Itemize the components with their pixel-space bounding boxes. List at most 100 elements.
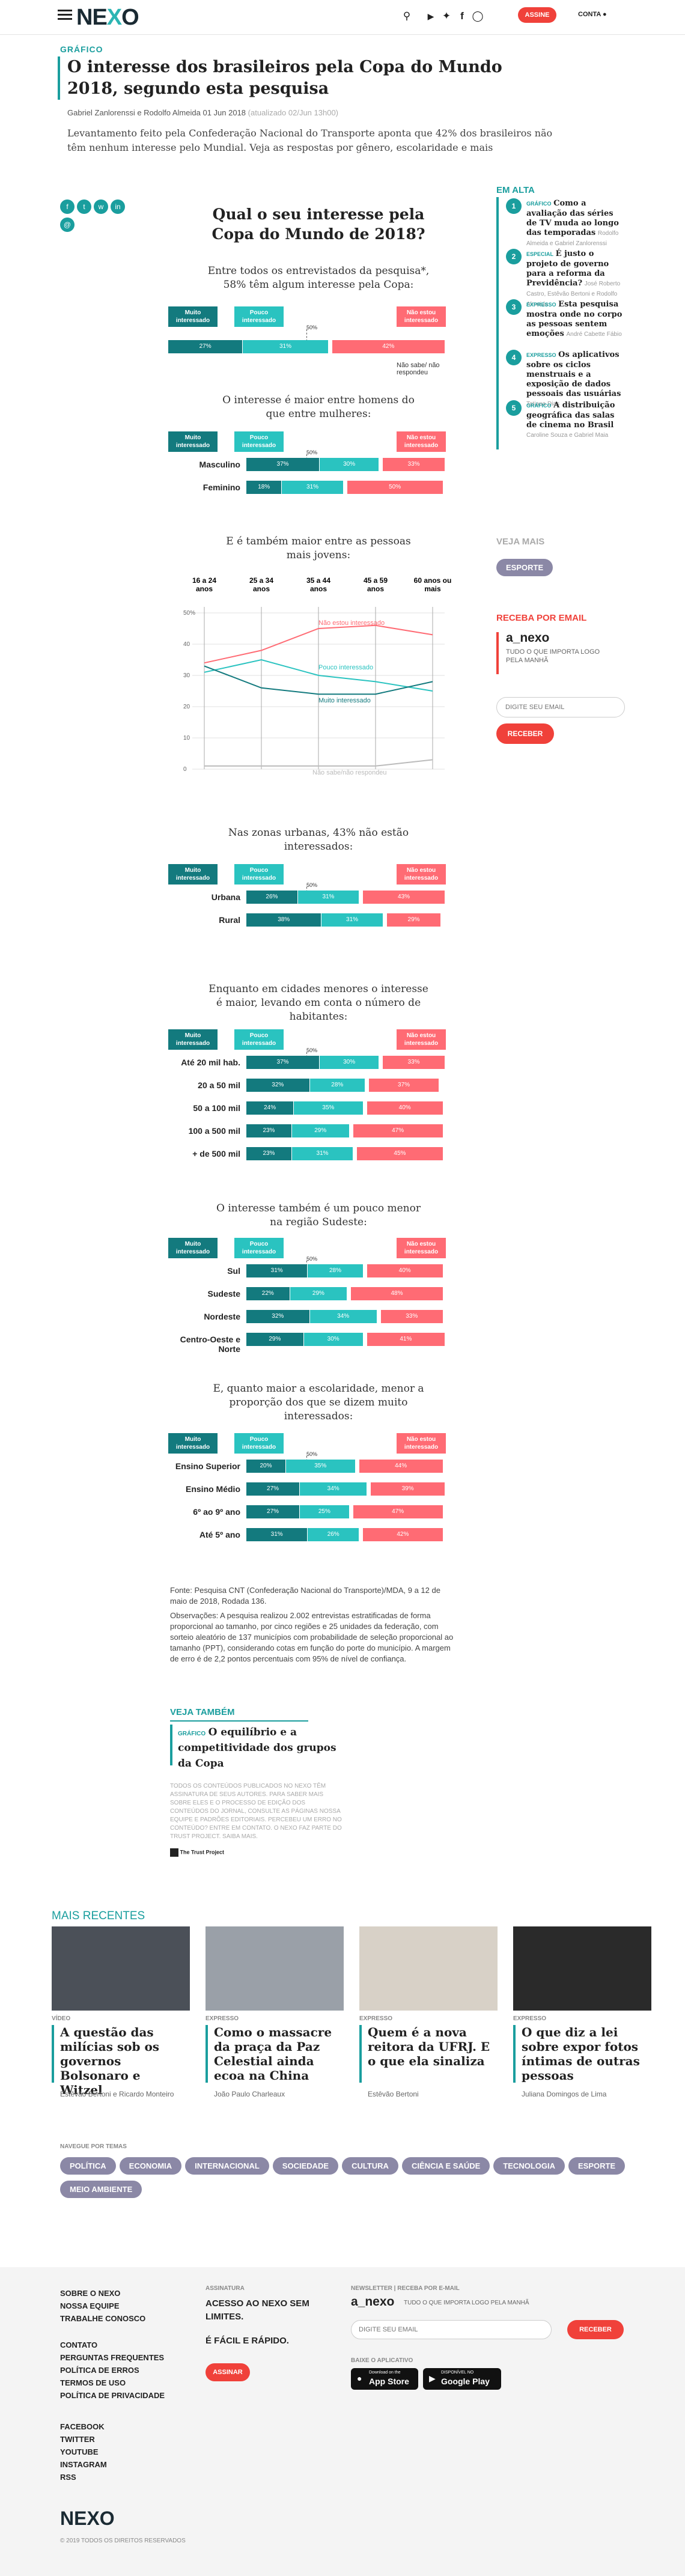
- footer-link[interactable]: TRABALHE CONOSCO: [60, 2314, 146, 2323]
- bar-segment: 18%: [246, 481, 282, 494]
- recent-card-image[interactable]: [513, 1926, 651, 2011]
- trending-title: Os aplicativos sobre os ciclos menstruai…: [526, 350, 621, 398]
- recent-card[interactable]: EXPRESSO O que diz a lei sobre expor foto…: [513, 1926, 651, 2125]
- trending-number: 4: [506, 350, 522, 365]
- trending-authors: Tatiana Dias: [526, 401, 560, 407]
- topic-tag[interactable]: POLÍTICA: [60, 2157, 116, 2175]
- footer-email-input[interactable]: [351, 2320, 552, 2339]
- footer-link[interactable]: NOSSA EQUIPE: [60, 2301, 120, 2310]
- instagram-icon[interactable]: ◯: [472, 10, 484, 22]
- chart-subtitle: O interesse é maior entre homens do que …: [222, 394, 415, 420]
- footer-subscribe-button[interactable]: ASSINAR: [206, 2363, 250, 2381]
- youtube-icon[interactable]: ▶: [427, 11, 434, 21]
- footer-link[interactable]: CONTATO: [60, 2340, 98, 2349]
- recent-card-image[interactable]: [359, 1926, 498, 2011]
- topic-tag[interactable]: INTERNACIONAL: [185, 2157, 269, 2175]
- footer-link[interactable]: RSS: [60, 2473, 76, 2482]
- recent-card-title[interactable]: O que diz a lei sobre expor fotos íntima…: [522, 2025, 640, 2083]
- app-store-button[interactable]: ● Download on the App Store: [351, 2368, 418, 2390]
- subscribe-button[interactable]: ASSINE: [518, 7, 556, 23]
- trending-authors: Rodolfo Almeida e Gabriel Zanlorenssi: [526, 230, 619, 247]
- recent-card-image[interactable]: [52, 1926, 190, 2011]
- footer-links-1: SOBRE O NEXO NOSSA EQUIPE TRABALHE CONOSCO: [60, 2289, 145, 2327]
- topic-tag[interactable]: ESPORTE: [568, 2157, 626, 2175]
- footer-link[interactable]: POLÍTICA DE ERROS: [60, 2366, 139, 2375]
- footer-receive-button[interactable]: RECEBER: [567, 2320, 624, 2339]
- mid-line: [306, 329, 307, 341]
- series-label: Não estou interessado: [318, 620, 385, 627]
- footer-link[interactable]: YOUTUBE: [60, 2447, 99, 2456]
- bar-segment: 30%: [320, 1056, 379, 1069]
- mid-label: 50%: [306, 882, 318, 888]
- newsletter-email-input[interactable]: [496, 697, 625, 717]
- twitter-share-icon[interactable]: t: [77, 199, 91, 214]
- bar-segment: 31%: [243, 340, 328, 353]
- footer-link[interactable]: PERGUNTAS FREQUENTES: [60, 2353, 165, 2362]
- bar-segment: 41%: [367, 1333, 445, 1346]
- menu-icon[interactable]: [58, 10, 72, 20]
- chart-subtitle: O interesse também é um pouco menor na r…: [216, 1202, 421, 1228]
- see-also-title: O equilíbrio e a competitividade dos gru…: [178, 1726, 336, 1770]
- trust-project[interactable]: The Trust Project: [170, 1848, 224, 1857]
- recent-card[interactable]: EXPRESSO Quem é a nova reitora da UFRJ. E…: [359, 1926, 498, 2125]
- mid-label: 50%: [306, 1451, 318, 1457]
- topic-tag[interactable]: ECONOMIA: [119, 2157, 182, 2175]
- recent-card-kicker: VÍDEO: [52, 2015, 71, 2022]
- whatsapp-share-icon[interactable]: w: [94, 199, 108, 214]
- newsletter-receive-button[interactable]: RECEBER: [496, 723, 554, 744]
- see-more-heading: VEJA MAIS: [496, 537, 545, 547]
- bar-segment: 28%: [309, 1079, 365, 1092]
- bar-segment: 31%: [282, 481, 343, 494]
- footer-social: FACEBOOK TWITTER YOUTUBE INSTAGRAM RSS: [60, 2422, 107, 2485]
- row-label: Sul: [227, 1266, 240, 1276]
- facebook-icon[interactable]: f: [460, 10, 464, 22]
- topic-tag[interactable]: MEIO AMBIENTE: [60, 2181, 142, 2198]
- share-bar: f t w in @: [60, 199, 138, 236]
- facebook-share-icon[interactable]: f: [60, 199, 75, 214]
- bar-segment: 40%: [367, 1264, 443, 1277]
- topic-tag[interactable]: CULTURA: [342, 2157, 398, 2175]
- footer-link[interactable]: POLÍTICA DE PRIVACIDADE: [60, 2391, 165, 2400]
- bar-segment: 22%: [246, 1287, 290, 1300]
- logo[interactable]: NEXO: [76, 5, 139, 30]
- twitter-icon[interactable]: ✦: [442, 10, 451, 22]
- footer-link[interactable]: TWITTER: [60, 2435, 95, 2444]
- recent-card-title[interactable]: Como o massacre da praça da Paz Celestia…: [214, 2025, 332, 2083]
- topic-tag[interactable]: SOCIEDADE: [272, 2157, 339, 2175]
- topic-tag[interactable]: CIÊNCIA E SAÚDE: [401, 2157, 490, 2175]
- footer-link[interactable]: FACEBOOK: [60, 2422, 105, 2431]
- recent-card[interactable]: VÍDEO A questão das milícias sob os gover…: [52, 1926, 190, 2125]
- y-tick-label: 40: [183, 641, 190, 648]
- legend-pouco: Pouco interessado: [234, 1238, 284, 1258]
- bar-segment: 20%: [246, 1460, 285, 1473]
- account-link[interactable]: CONTA ●: [578, 11, 607, 18]
- footer-newsletter-name: a_nexo: [351, 2295, 395, 2309]
- tag-esporte[interactable]: ESPORTE: [496, 559, 553, 582]
- email-share-icon[interactable]: @: [60, 218, 75, 232]
- topic-tag[interactable]: TECNOLOGIA: [493, 2157, 565, 2175]
- footer-logo[interactable]: NEXO: [60, 2507, 115, 2529]
- recent-card[interactable]: EXPRESSO Como o massacre da praça da Paz …: [206, 1926, 344, 2125]
- see-also-card[interactable]: GRÁFICO O equilíbrio e a competitividade…: [178, 1726, 336, 1770]
- bar-segment: 42%: [332, 340, 445, 353]
- legend-pouco: Pouco interessado: [234, 306, 284, 327]
- linkedin-share-icon[interactable]: in: [111, 199, 125, 214]
- legend-pouco: Pouco interessado: [234, 864, 284, 885]
- recent-card-title[interactable]: A questão das milícias sob os governos B…: [60, 2025, 160, 2097]
- legend-muito: Muito interessado: [168, 306, 218, 327]
- footer-link[interactable]: TERMOS DE USO: [60, 2378, 126, 2387]
- bar-segment: 37%: [246, 1056, 320, 1069]
- footer-link[interactable]: SOBRE O NEXO: [60, 2289, 121, 2298]
- trending-authors: José Roberto Castro, Estêvão Bertoni e R…: [526, 281, 621, 308]
- bar-segment: 47%: [353, 1505, 443, 1518]
- footer-link[interactable]: INSTAGRAM: [60, 2460, 107, 2469]
- search-icon[interactable]: ⚲: [403, 10, 411, 22]
- no-answer-label: Não sabe/ não respondeu: [397, 362, 440, 376]
- recent-card-title[interactable]: Quem é a nova reitora da UFRJ. E o que e…: [368, 2025, 490, 2068]
- bar-segment: 31%: [291, 1147, 353, 1160]
- bar-segment: 30%: [320, 458, 379, 471]
- y-tick-label: 10: [183, 735, 190, 741]
- recent-card-image[interactable]: [206, 1926, 344, 2011]
- google-play-button[interactable]: ▶ DISPONÍVEL NO Google Play: [423, 2368, 501, 2390]
- play-icon: ▶: [429, 2374, 436, 2383]
